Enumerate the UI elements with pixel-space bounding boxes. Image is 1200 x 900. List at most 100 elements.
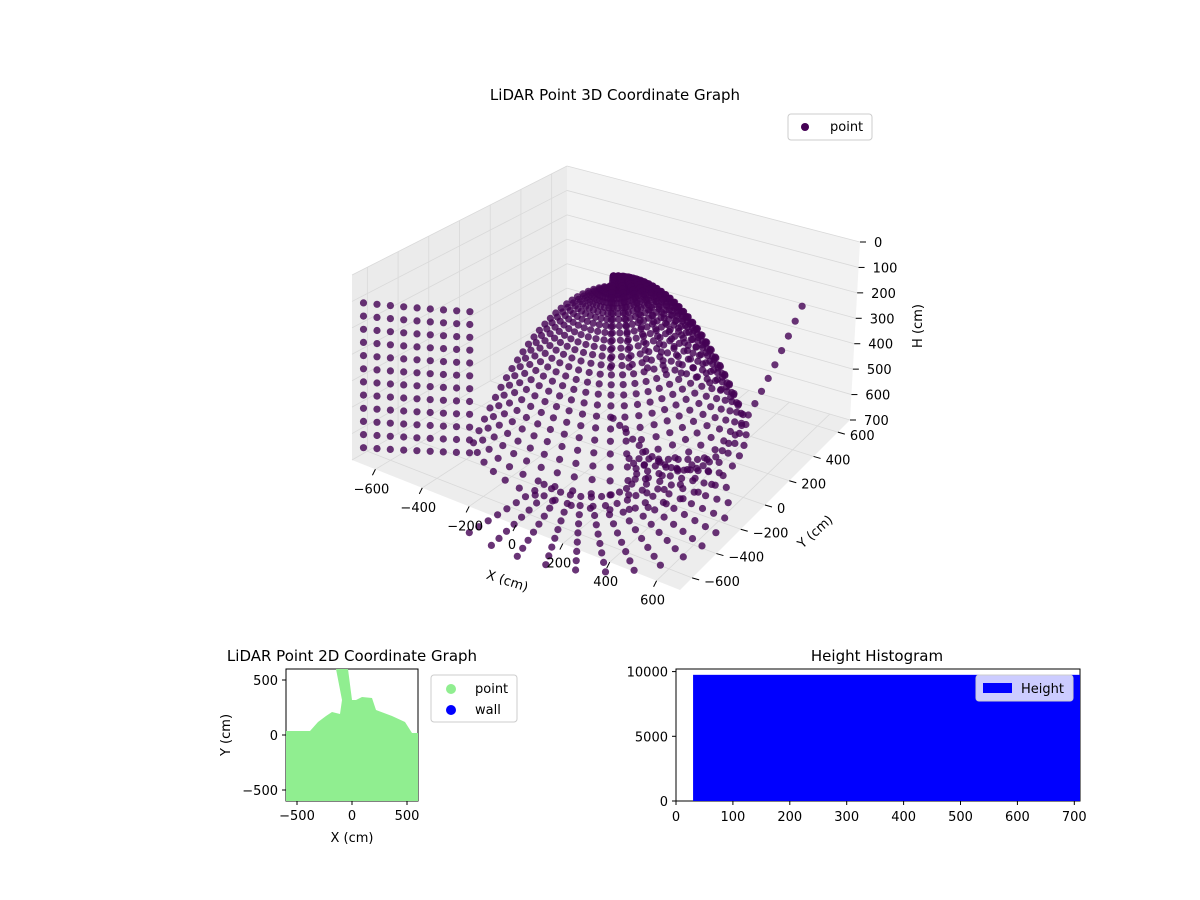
point-3d (426, 447, 434, 455)
point-3d (700, 479, 708, 487)
y-tick-label: 200 (801, 478, 826, 493)
point-3d (635, 441, 643, 450)
point-3d (510, 450, 518, 458)
point-3d (613, 529, 622, 537)
point-3d (526, 444, 534, 452)
point-3d (413, 408, 421, 416)
point-3d (508, 418, 516, 426)
point-3d (642, 447, 650, 455)
grid-line-z (351, 336, 568, 461)
point-3d (600, 336, 608, 344)
point-3d (616, 421, 624, 429)
point-3d (400, 407, 408, 415)
y-tick-label: 400 (826, 453, 851, 468)
z-tick-label: 100 (873, 261, 898, 276)
point-3d (587, 359, 595, 367)
point-3d (691, 389, 699, 397)
point-3d (638, 534, 646, 543)
point-3d (623, 463, 632, 471)
point-3d (502, 527, 511, 535)
point-3d (582, 388, 590, 396)
point-3d (674, 309, 682, 317)
point-3d (359, 352, 368, 360)
point-3d (548, 485, 556, 493)
point-3d (689, 417, 698, 425)
point-3d (518, 396, 526, 404)
point-3d (575, 366, 583, 374)
point-3d (689, 349, 697, 357)
hist-x-tick-label: 100 (720, 810, 745, 825)
point-3d (633, 400, 642, 409)
point-3d (548, 354, 556, 362)
point-3d (705, 458, 714, 466)
point-3d (620, 391, 628, 399)
point-3d (560, 508, 568, 516)
point-3d (682, 395, 690, 403)
point-3d (660, 314, 668, 322)
point-3d (679, 527, 687, 536)
point-3d (635, 455, 643, 463)
point-3d (577, 492, 585, 501)
point-3d (386, 354, 394, 362)
point-3d (583, 378, 592, 386)
point-3d (678, 474, 686, 482)
point-3d (680, 338, 689, 347)
point-3d (654, 457, 663, 465)
point-3d (621, 304, 629, 312)
grid-line-z (566, 165, 861, 243)
point-3d (622, 428, 630, 436)
point-3d (655, 384, 663, 392)
point-3d (675, 360, 683, 368)
point-3d (531, 487, 539, 495)
point-3d (536, 358, 545, 366)
point-3d (373, 313, 381, 321)
point-3d (654, 485, 662, 493)
point-3d (373, 300, 381, 308)
point-3d (359, 378, 368, 386)
legend-2d: point wall (430, 674, 518, 723)
point-3d (574, 321, 582, 329)
point-3d (595, 380, 603, 388)
point-3d (532, 339, 540, 347)
point-3d (552, 403, 561, 411)
point-3d (539, 372, 548, 380)
point-3d (574, 338, 582, 346)
point-3d (579, 348, 588, 357)
point-3d (589, 351, 597, 359)
x-tick-label: −600 (354, 482, 390, 497)
hist-x-tick-label: 400 (891, 810, 916, 825)
point-3d (582, 340, 590, 349)
point-3d (688, 535, 697, 543)
point-3d (638, 486, 646, 494)
point-3d (689, 477, 697, 485)
z-tick-label: 0 (874, 236, 882, 251)
point-3d (619, 508, 627, 516)
point-3d (731, 439, 739, 447)
point-3d (607, 371, 616, 379)
point-3d (359, 312, 368, 320)
point-3d (521, 369, 529, 377)
point-3d (640, 461, 649, 469)
point-3d (502, 374, 511, 382)
point-3d (625, 517, 633, 525)
point-3d (679, 553, 687, 561)
y-tick-mark (740, 528, 748, 532)
point-3d (623, 330, 631, 338)
point-3d (556, 359, 564, 367)
point-3d (751, 400, 759, 408)
point-3d (465, 529, 473, 537)
point-3d (656, 561, 665, 569)
point-3d (607, 323, 615, 331)
y-tick-mark (813, 455, 821, 459)
legend-point-marker (446, 684, 456, 694)
point-3d (710, 366, 718, 374)
point-3d (631, 379, 639, 388)
point-3d (660, 485, 668, 494)
point-3d (557, 517, 565, 525)
legend-wall-label: wall (475, 703, 501, 718)
point-3d (466, 397, 474, 406)
point-3d (505, 381, 514, 389)
point-3d (681, 321, 690, 330)
point-3d (500, 391, 508, 399)
point-3d (359, 365, 368, 373)
